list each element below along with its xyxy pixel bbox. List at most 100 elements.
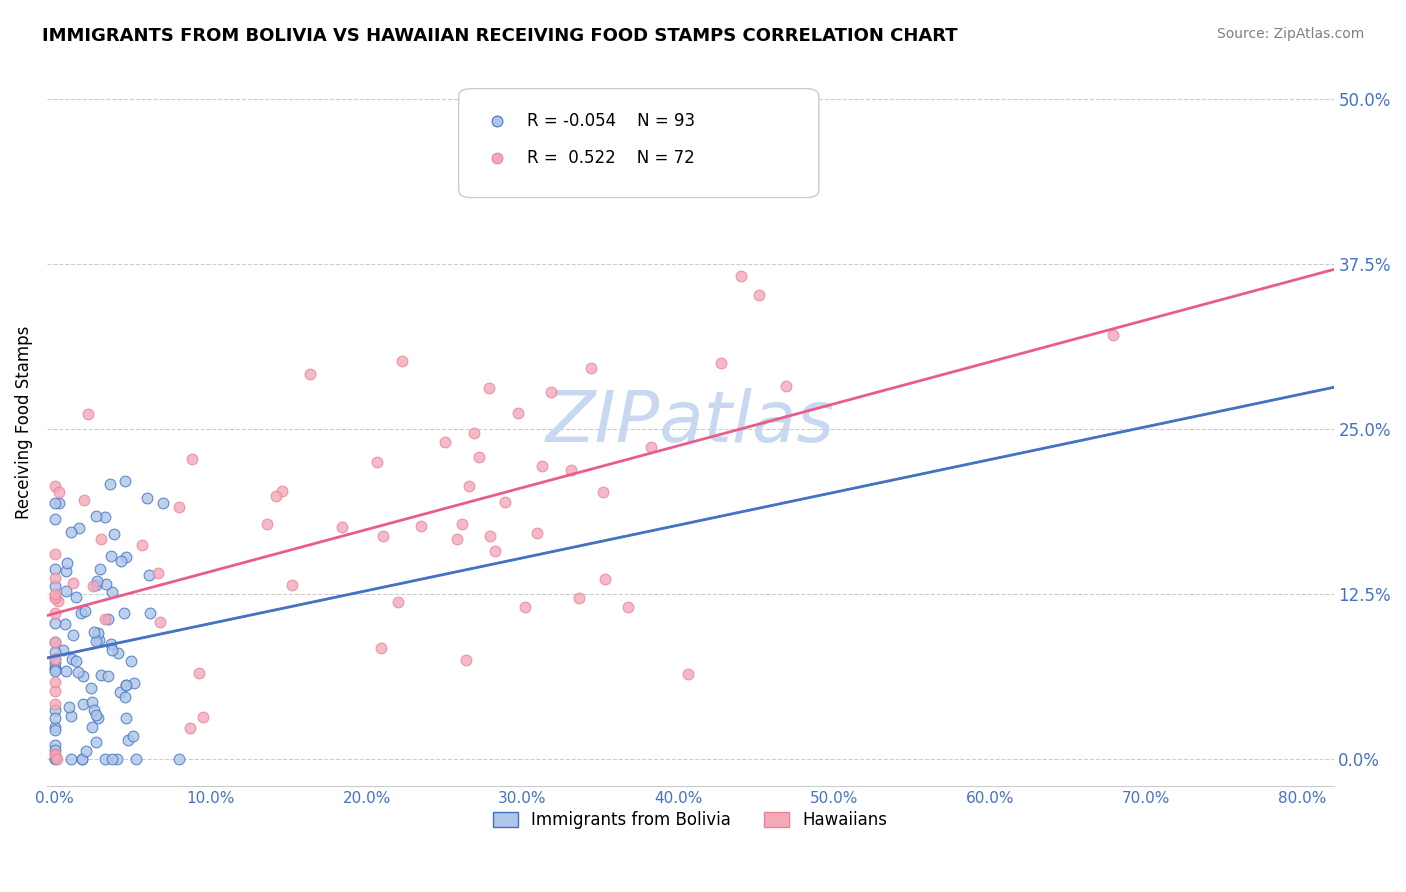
Point	[114, 711, 136, 725]
Point	[72, 697, 94, 711]
Point	[120, 655, 142, 669]
Point	[44, 711, 66, 725]
Point	[391, 354, 413, 368]
Point	[75, 744, 97, 758]
Point	[65, 654, 87, 668]
Point	[100, 637, 122, 651]
Point	[146, 566, 169, 580]
Text: ZIPatlas: ZIPatlas	[546, 388, 835, 458]
Point	[87, 626, 110, 640]
Point	[122, 730, 145, 744]
Point	[105, 752, 128, 766]
Point	[131, 538, 153, 552]
Point	[44, 723, 66, 737]
Point	[167, 752, 190, 766]
Point	[55, 556, 77, 570]
Point	[139, 606, 162, 620]
Point	[65, 590, 87, 604]
Point	[180, 452, 202, 467]
Point	[44, 752, 66, 766]
Point	[84, 735, 107, 749]
Point	[44, 656, 66, 670]
Point	[560, 463, 582, 477]
Text: R =  0.522    N = 72: R = 0.522 N = 72	[527, 149, 695, 167]
Point	[44, 606, 66, 620]
Point	[44, 751, 66, 765]
Point	[467, 450, 489, 464]
Point	[149, 615, 172, 629]
Point	[44, 644, 66, 658]
Point	[44, 684, 66, 698]
Point	[60, 652, 83, 666]
Point	[710, 357, 733, 371]
Point	[108, 684, 131, 698]
Point	[456, 652, 478, 666]
Point	[84, 509, 107, 524]
Point	[579, 361, 602, 376]
Point	[371, 529, 394, 543]
Point	[271, 483, 294, 498]
Point	[433, 435, 456, 450]
Point	[152, 496, 174, 510]
Point	[97, 612, 120, 626]
Point	[44, 720, 66, 734]
Point	[94, 577, 117, 591]
Point	[82, 720, 104, 734]
Point	[107, 646, 129, 660]
Point	[103, 526, 125, 541]
Point	[55, 664, 77, 678]
Point	[44, 748, 66, 763]
FancyBboxPatch shape	[458, 88, 818, 197]
Point	[44, 547, 66, 561]
Point	[191, 710, 214, 724]
Point	[114, 678, 136, 692]
Point	[90, 532, 112, 546]
Point	[72, 493, 94, 508]
Point	[86, 574, 108, 588]
Point	[117, 732, 139, 747]
Point	[67, 521, 90, 535]
Point	[114, 475, 136, 489]
Point	[100, 549, 122, 563]
Point	[100, 752, 122, 766]
Point	[44, 743, 66, 757]
Point	[463, 425, 485, 440]
Point	[409, 518, 432, 533]
Point	[1102, 328, 1125, 343]
Point	[66, 665, 89, 680]
Point	[87, 632, 110, 647]
Point	[506, 406, 529, 420]
Point	[72, 752, 94, 766]
Point	[97, 669, 120, 683]
Point	[59, 524, 82, 539]
Point	[44, 697, 66, 711]
Point	[70, 607, 93, 621]
Point	[730, 269, 752, 284]
Point	[80, 695, 103, 709]
Point	[84, 708, 107, 723]
Point	[44, 496, 66, 510]
Point	[44, 562, 66, 576]
Point	[179, 721, 201, 735]
Point	[44, 747, 66, 761]
Point	[84, 634, 107, 648]
Point	[82, 579, 104, 593]
Point	[44, 616, 66, 631]
Point	[526, 526, 548, 541]
Point	[70, 752, 93, 766]
Point	[100, 643, 122, 657]
Point	[62, 576, 84, 591]
Point	[48, 496, 70, 510]
Point	[479, 529, 502, 543]
Point	[366, 455, 388, 469]
Point	[44, 652, 66, 666]
Point	[52, 642, 75, 657]
Point	[44, 571, 66, 585]
Point	[264, 489, 287, 503]
Point	[48, 485, 70, 500]
Point	[83, 624, 105, 639]
Point	[90, 667, 112, 681]
Point	[446, 532, 468, 546]
Point	[330, 520, 353, 534]
Point	[62, 628, 84, 642]
